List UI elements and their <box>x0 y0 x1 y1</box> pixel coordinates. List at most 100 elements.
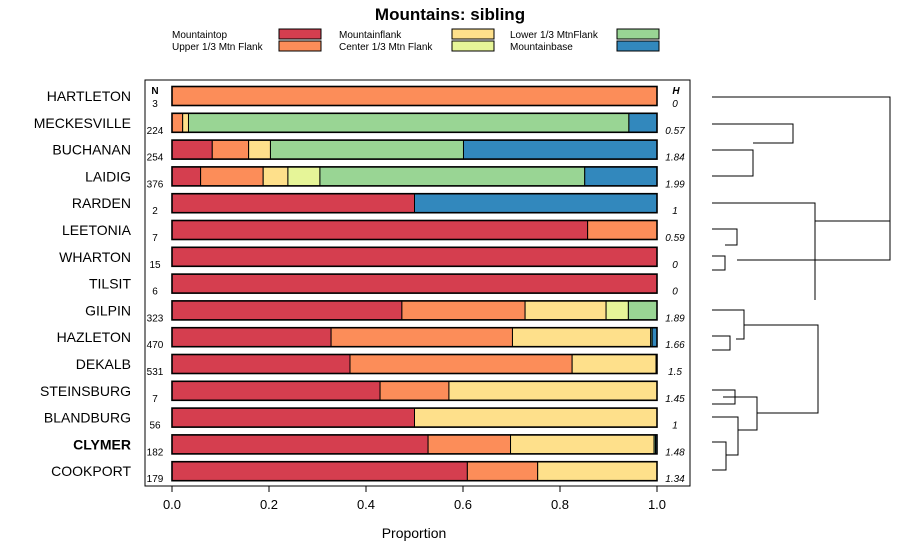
bar-segment <box>330 327 513 348</box>
bar-outline <box>171 246 658 268</box>
bar-row: LAIDIG 376 1.99 <box>85 166 685 190</box>
n-column-header: N <box>151 86 158 97</box>
x-tick-label: 0.2 <box>260 497 278 512</box>
dendrogram-branch <box>712 228 738 246</box>
legend-label: Mountainbase <box>510 42 573 53</box>
bar-segment <box>605 300 629 321</box>
bar-segment <box>524 300 607 321</box>
legend-label: Lower 1/3 MtnFlank <box>510 30 599 41</box>
bar-outline <box>171 139 658 160</box>
bar-segment <box>349 354 573 374</box>
n-value: 254 <box>147 153 164 164</box>
row-label: LEETONIA <box>62 222 132 238</box>
row-label: HAZLETON <box>57 329 131 345</box>
row-label: BUCHANAN <box>52 142 131 158</box>
h-value: 0 <box>672 260 678 271</box>
n-value: 7 <box>152 394 158 405</box>
dendrogram-branch <box>712 202 816 221</box>
bar-row: RARDEN 2 1 <box>72 192 678 217</box>
bar-segment <box>171 166 202 187</box>
bar-segment <box>379 380 450 401</box>
bar-segment <box>171 273 658 294</box>
n-value: 56 <box>149 421 161 432</box>
row-label: GILPIN <box>85 302 131 318</box>
bar-row: HAZLETON 470 1.66 <box>57 326 685 351</box>
legend-swatch <box>616 40 660 52</box>
n-value: 323 <box>147 313 164 324</box>
bar-segment <box>627 300 658 321</box>
bar-segment <box>510 434 655 455</box>
n-value: 470 <box>147 340 164 351</box>
n-value: 182 <box>147 447 164 458</box>
h-value: 1.84 <box>665 153 685 164</box>
h-value: 1.66 <box>665 340 685 351</box>
h-value: 0.57 <box>665 126 685 137</box>
bar-outline <box>171 166 658 187</box>
bar-segment <box>171 246 658 267</box>
dendrogram-branch <box>757 380 819 414</box>
bar-outline <box>171 460 658 482</box>
dendrogram-branch <box>744 324 819 380</box>
bar-outline <box>171 192 658 214</box>
h-value: 1.89 <box>665 313 685 324</box>
bar-segment <box>401 300 526 321</box>
bar-outline <box>171 326 658 348</box>
n-value: 179 <box>147 474 164 485</box>
legend-swatch <box>278 28 322 40</box>
bar-outline <box>171 300 658 321</box>
legend-label: Mountainflank <box>339 30 402 41</box>
bar-segment <box>187 112 630 133</box>
n-value: 376 <box>147 179 164 190</box>
bar-row: COOKPORT 179 1.34 <box>51 460 685 485</box>
bar-rows: HARTLETON 3 0 MECKESVILLE 224 0.57 BUCHANAN 254… <box>34 85 685 485</box>
x-axis-label: Proportion <box>382 525 447 541</box>
h-value: 1.45 <box>665 394 685 405</box>
x-tick-label: 1.0 <box>648 497 666 512</box>
bar-segment <box>287 166 321 187</box>
bar-segment <box>171 139 213 160</box>
n-value: 2 <box>152 206 158 217</box>
x-tick-label: 0.4 <box>357 497 375 512</box>
h-value: 1.48 <box>665 447 685 458</box>
bar-segment <box>511 327 652 348</box>
x-tick-label: 0.0 <box>163 497 181 512</box>
bar-segment <box>171 380 381 401</box>
x-tick-label: 0.6 <box>454 497 472 512</box>
bar-segment <box>171 407 415 428</box>
bar-segment <box>571 354 657 374</box>
dendrogram-branch <box>712 255 726 271</box>
n-value: 3 <box>152 99 158 110</box>
dendrogram-branch <box>712 123 794 144</box>
bar-segment <box>171 220 589 240</box>
bar-outline <box>171 380 658 402</box>
legend-swatch <box>278 40 322 52</box>
chart-title: Mountains: sibling <box>375 5 525 24</box>
n-value: 15 <box>149 260 161 271</box>
h-value: 1.99 <box>665 179 685 190</box>
bar-segment <box>171 300 403 321</box>
row-label: WHARTON <box>59 249 131 265</box>
dendrogram-branch <box>712 149 754 177</box>
bar-segment <box>248 139 271 160</box>
bar-segment <box>171 86 658 106</box>
bar-segment <box>584 166 658 187</box>
bar-segment <box>171 193 415 214</box>
bar-segment <box>462 139 658 160</box>
row-label: STEINSBURG <box>40 383 131 399</box>
bar-segment <box>171 327 332 348</box>
n-value: 6 <box>152 287 158 298</box>
bar-row: HARTLETON 3 0 <box>47 85 678 110</box>
dendrogram-branch <box>712 309 745 340</box>
bar-outline <box>171 112 658 134</box>
bar-outline <box>171 434 658 455</box>
legend-label: Upper 1/3 Mtn Flank <box>172 42 264 53</box>
h-value: 0 <box>672 99 678 110</box>
bar-row: BLANDBURG 56 1 <box>44 407 678 432</box>
bar-outline <box>171 85 658 107</box>
legend-swatch <box>451 40 495 52</box>
h-value: 1 <box>672 421 678 432</box>
bar-segment <box>448 380 658 401</box>
legend-label: Mountaintop <box>172 30 227 41</box>
row-label: HARTLETON <box>47 88 131 104</box>
